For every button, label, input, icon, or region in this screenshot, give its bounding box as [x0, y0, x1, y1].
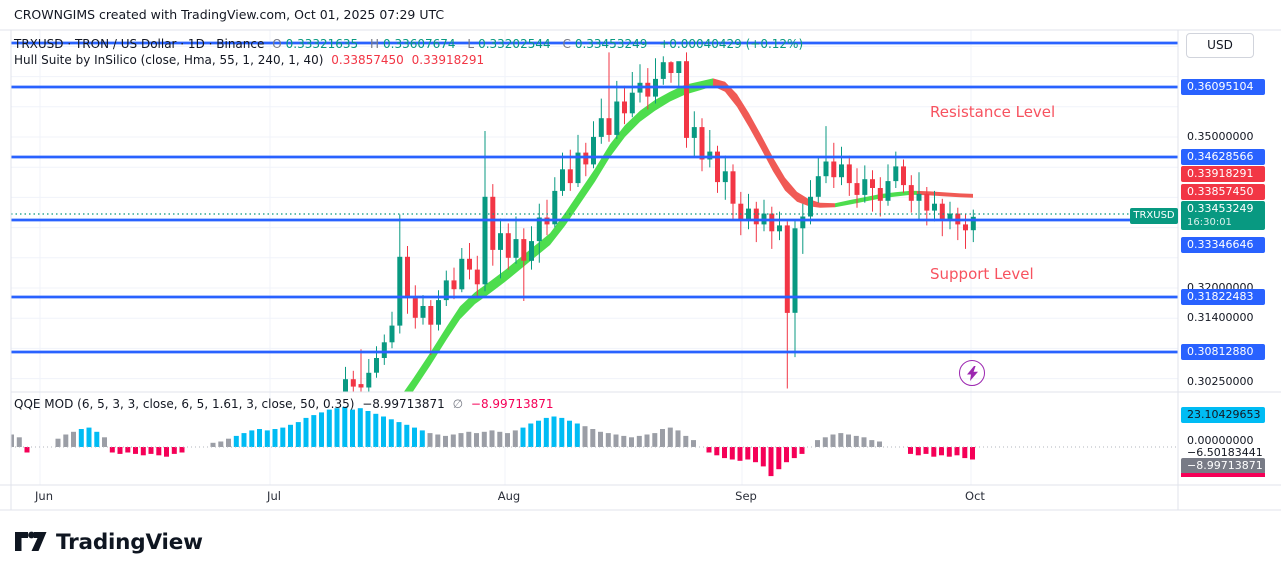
level-price-label: 0.31822483: [1181, 289, 1265, 305]
legend-symbol-row[interactable]: TRXUSD · TRON / US Dollar · 1D · Binance…: [14, 37, 807, 51]
month-label-oct: Oct: [965, 489, 985, 503]
level-price-label: 0.34628566: [1181, 149, 1265, 165]
price-label: 0.30250000: [1187, 375, 1254, 388]
usd-button[interactable]: USD: [1186, 33, 1254, 58]
qqe-empty-value: ∅: [452, 397, 464, 411]
month-label-aug: Aug: [497, 489, 521, 503]
change-value: +0.00040429 (+0.12%): [659, 37, 804, 51]
flash-icon: [959, 360, 985, 386]
qqe-last-label: −8.99713871: [1181, 458, 1265, 474]
month-label-jul: Jul: [267, 489, 281, 503]
close-letter: C: [562, 37, 571, 51]
hull-price-label: 0.33918291: [1181, 166, 1265, 182]
price-label: 0.31400000: [1187, 311, 1254, 324]
month-label-sep: Sep: [735, 489, 757, 503]
qqe-title: QQE MOD (6, 5, 3, 3, close, 6, 5, 1.61, …: [14, 397, 355, 411]
annotation-support: Support Level: [930, 265, 1034, 283]
current-price-label: 0.33453249 16:30:01: [1181, 201, 1265, 230]
qqe-value-2: −8.99713871: [470, 397, 554, 411]
open-letter: O: [272, 37, 282, 51]
footer-brand: TradingView: [56, 529, 203, 555]
qqe-price-label: −6.50183441: [1187, 446, 1263, 459]
price-label: 0.35000000: [1187, 130, 1254, 143]
annotation-resistance: Resistance Level: [930, 103, 1056, 121]
high-value: 0.33607674: [383, 37, 456, 51]
low-value: 0.33202544: [478, 37, 551, 51]
level-price-label: 0.33346646: [1181, 237, 1265, 253]
header-text: CROWNGIMS created with TradingView.com, …: [14, 7, 445, 22]
low-letter: L: [467, 37, 475, 51]
legend-qqe-row[interactable]: QQE MOD (6, 5, 3, 3, close, 6, 5, 1.61, …: [14, 397, 558, 411]
symbol-badge: TRXUSD: [1130, 208, 1178, 224]
hull-title: Hull Suite by InSilico (close, Hma, 55, …: [14, 53, 324, 67]
close-value: 0.33453249: [574, 37, 648, 51]
footer-logo[interactable]: TradingView: [14, 527, 203, 557]
month-label-jun: Jun: [35, 489, 53, 503]
legend-hull-row[interactable]: Hull Suite by InSilico (close, Hma, 55, …: [14, 53, 488, 67]
open-value: 0.33321635: [285, 37, 359, 51]
qqe-max-label: 23.10429653: [1181, 407, 1265, 423]
hull-value-1: 0.33857450: [331, 53, 404, 67]
high-letter: H: [370, 37, 380, 51]
level-price-label: 0.30812880: [1181, 344, 1265, 360]
tradingview-logo-icon: [15, 531, 47, 551]
hull-price-label: 0.33857450: [1181, 184, 1265, 200]
level-price-label: 0.36095104: [1181, 79, 1265, 95]
symbol-title: TRXUSD · TRON / US Dollar · 1D · Binance: [14, 37, 265, 51]
qqe-last-underline: [1181, 473, 1265, 477]
qqe-price-label: 0.00000000: [1187, 434, 1254, 447]
qqe-value-1: −8.99713871: [362, 397, 445, 411]
hull-value-2: 0.33918291: [411, 53, 485, 67]
